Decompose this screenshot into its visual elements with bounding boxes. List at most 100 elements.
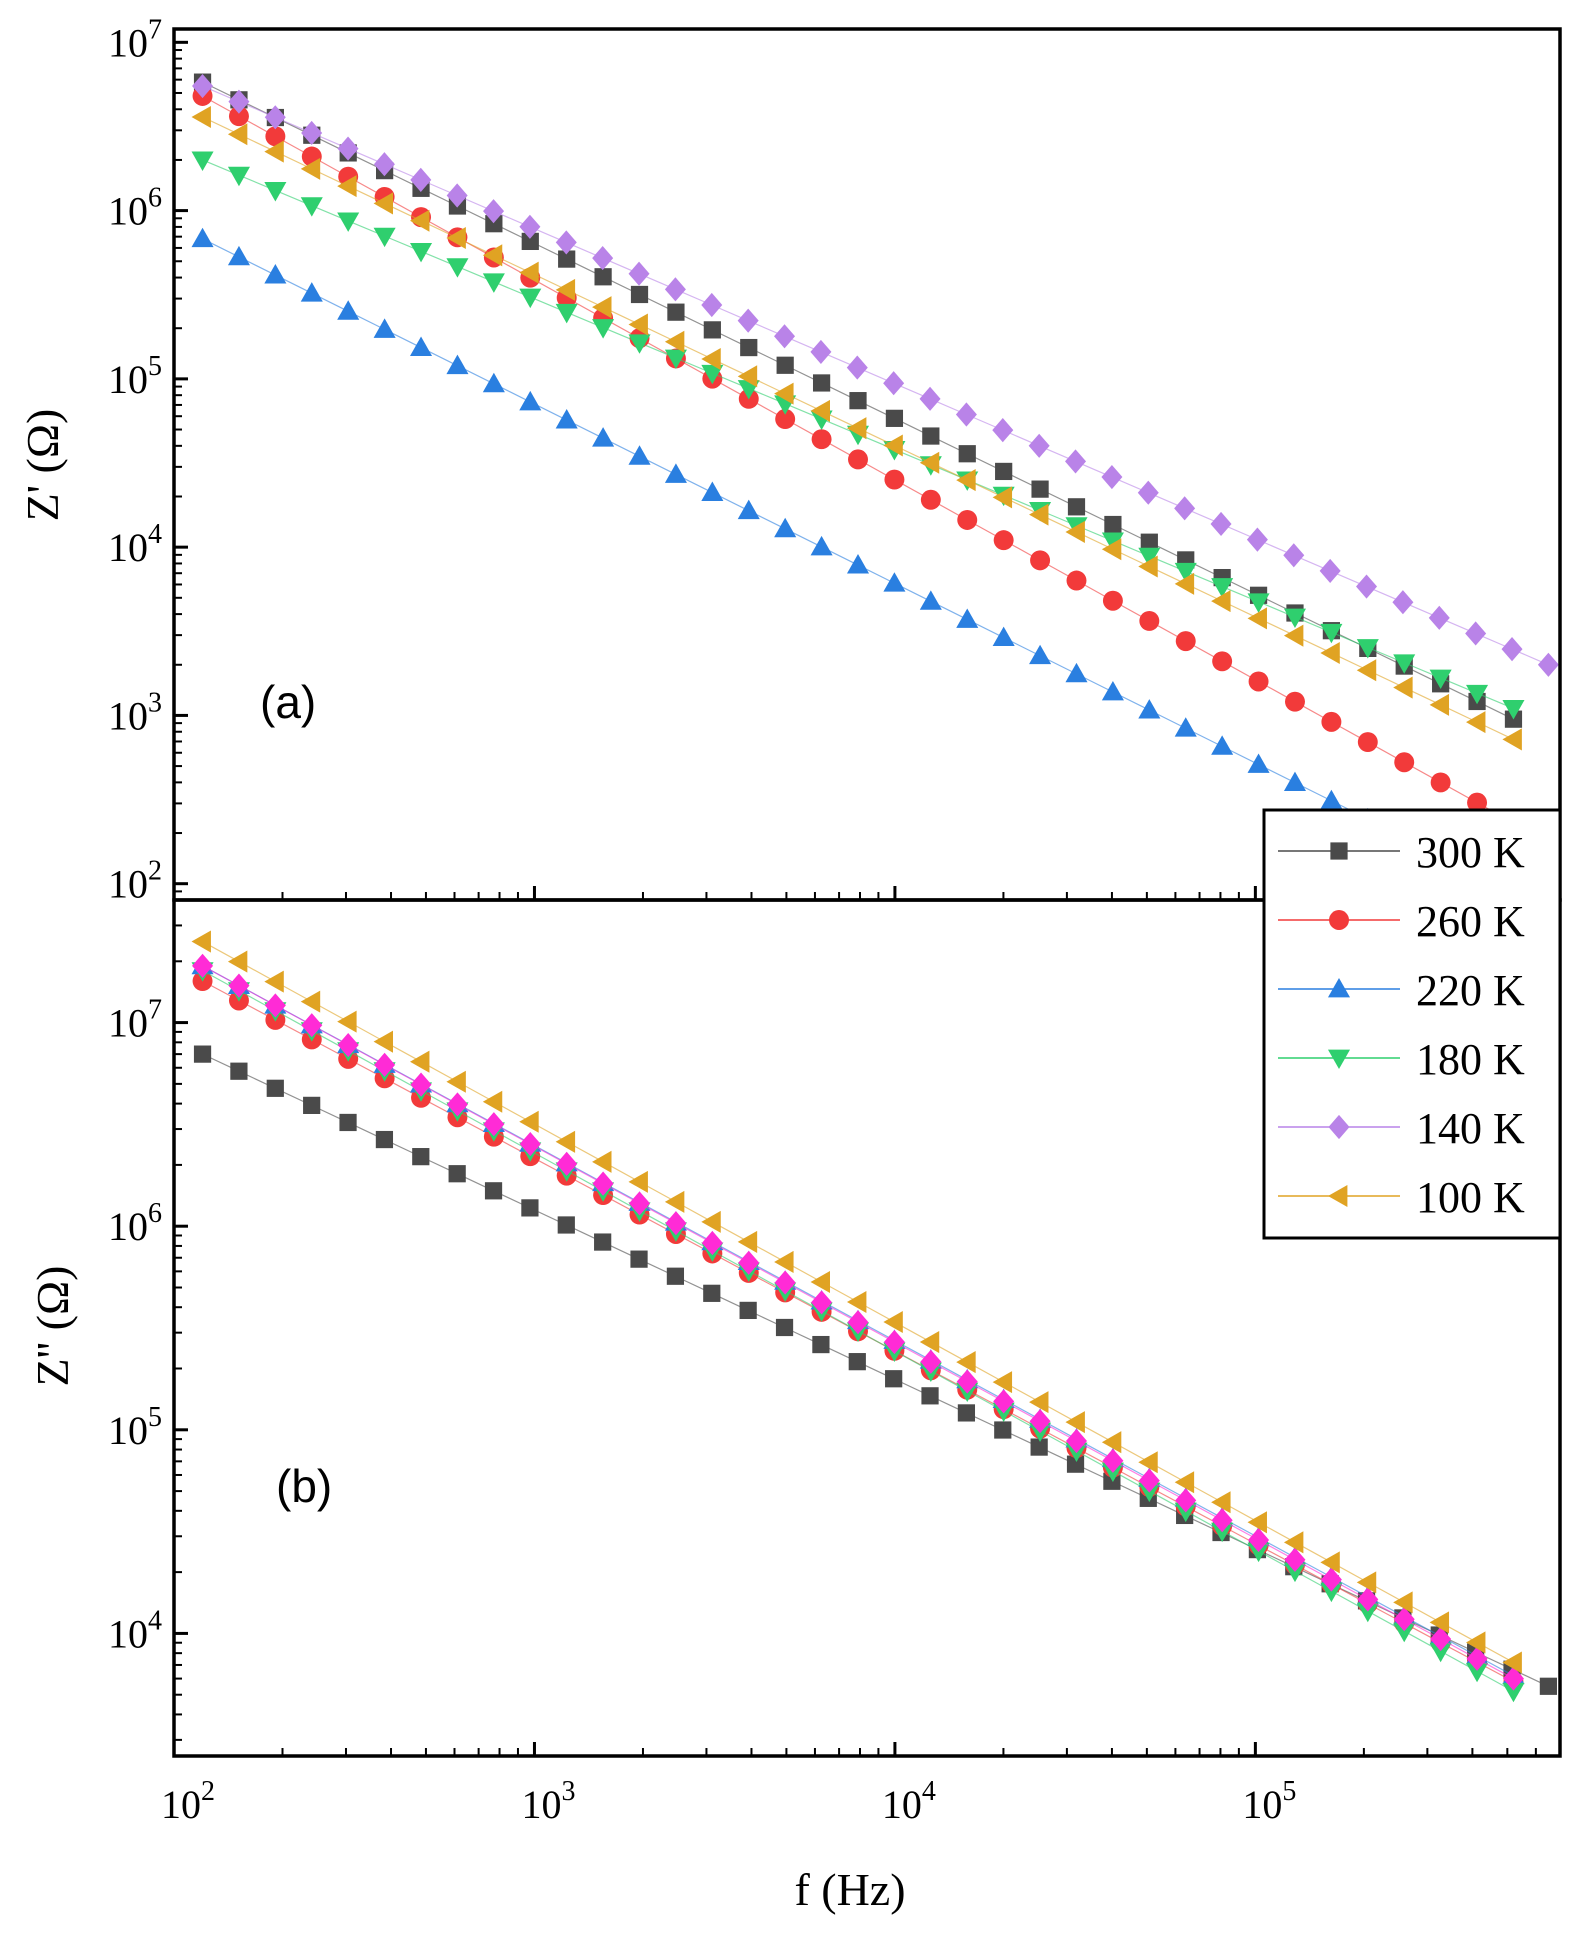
data-point <box>846 1290 867 1314</box>
data-point <box>1211 1491 1231 1514</box>
data-point <box>191 930 211 953</box>
data-point <box>1320 1551 1340 1574</box>
data-point <box>1138 555 1158 578</box>
data-point <box>1029 1391 1049 1414</box>
data-point <box>811 429 832 450</box>
data-point <box>1029 1409 1051 1434</box>
panel-b-frame <box>172 898 1562 1758</box>
data-point <box>848 449 868 470</box>
data-point <box>482 1090 503 1113</box>
data-point <box>1466 1646 1488 1671</box>
data-point <box>410 242 433 263</box>
data-point <box>1502 728 1522 751</box>
data-point <box>957 509 978 530</box>
data-point <box>1175 1488 1197 1513</box>
data-point <box>448 1165 466 1183</box>
data-point <box>846 417 867 440</box>
data-point <box>919 451 940 474</box>
data-point <box>1394 752 1415 773</box>
data-point <box>446 183 468 208</box>
data-point <box>339 1113 357 1132</box>
legend-marker <box>1328 1114 1350 1140</box>
data-point <box>592 1150 612 1173</box>
data-point <box>919 590 942 610</box>
data-point <box>664 1190 685 1213</box>
data-point <box>227 123 248 146</box>
data-point <box>193 1045 212 1063</box>
data-point <box>1102 590 1123 611</box>
data-point <box>665 1211 687 1236</box>
data-point <box>956 1369 978 1394</box>
data-point <box>1429 1611 1450 1634</box>
data-point <box>482 273 505 293</box>
data-point <box>992 486 1013 509</box>
legend-item-220-k: 220 K <box>1278 966 1525 1015</box>
data-point <box>1320 789 1343 810</box>
data-point <box>666 1267 685 1285</box>
data-point <box>594 1233 612 1251</box>
data-point <box>775 1318 794 1337</box>
data-point <box>664 277 686 302</box>
data-point <box>1067 498 1086 516</box>
data-point <box>1283 543 1305 568</box>
data-point <box>628 445 651 465</box>
data-point <box>1393 1607 1415 1632</box>
data-point <box>1356 639 1379 659</box>
data-point <box>1465 621 1487 646</box>
y-tick-label: 106 <box>108 183 162 234</box>
data-point <box>956 469 976 492</box>
data-point <box>1101 532 1124 552</box>
legend-marker <box>1330 842 1348 860</box>
legend-label: 180 K <box>1416 1035 1525 1084</box>
data-point <box>992 1371 1013 1394</box>
data-point <box>519 390 542 411</box>
data-point <box>883 434 903 457</box>
data-point <box>1066 570 1087 591</box>
data-point <box>628 313 648 336</box>
data-point <box>1101 538 1122 561</box>
data-point <box>1247 753 1270 773</box>
data-point <box>1029 644 1052 665</box>
data-point <box>1283 1531 1304 1554</box>
data-point <box>1467 792 1488 813</box>
data-point <box>1283 1562 1307 1583</box>
y-tick-label: 105 <box>108 1402 162 1453</box>
data-point <box>446 226 466 250</box>
data-point <box>1393 1622 1416 1643</box>
data-point <box>191 151 214 171</box>
data-point <box>519 261 539 284</box>
data-point <box>1357 732 1378 753</box>
data-point <box>1065 449 1087 474</box>
panel-a-label: (a) <box>260 676 316 728</box>
data-point <box>555 278 576 301</box>
data-point <box>1392 590 1414 615</box>
legend-label: 140 K <box>1416 1104 1525 1153</box>
data-point <box>482 372 505 393</box>
data-point <box>883 371 905 396</box>
data-point <box>264 140 284 163</box>
data-point <box>337 300 360 320</box>
data-point <box>446 258 469 278</box>
data-point <box>921 1387 939 1405</box>
legend-label: 260 K <box>1416 897 1525 946</box>
data-point <box>739 1301 757 1320</box>
data-point <box>230 1062 248 1080</box>
data-point <box>485 215 503 233</box>
panel-a-plot <box>191 73 1559 900</box>
data-point <box>956 608 979 628</box>
data-point <box>519 1110 539 1133</box>
data-point <box>1029 503 1049 526</box>
data-point <box>1429 693 1450 716</box>
y-tick-label: 104 <box>108 519 162 570</box>
data-point <box>373 1030 394 1053</box>
x-tick-label: 105 <box>1242 1776 1296 1827</box>
data-point <box>628 261 650 286</box>
data-point <box>301 120 323 146</box>
data-point <box>1137 480 1159 505</box>
data-point <box>410 336 433 356</box>
data-point <box>1138 1468 1160 1493</box>
data-point <box>1247 593 1270 613</box>
data-point <box>555 303 578 324</box>
data-point <box>410 1072 432 1097</box>
data-point <box>519 214 541 239</box>
